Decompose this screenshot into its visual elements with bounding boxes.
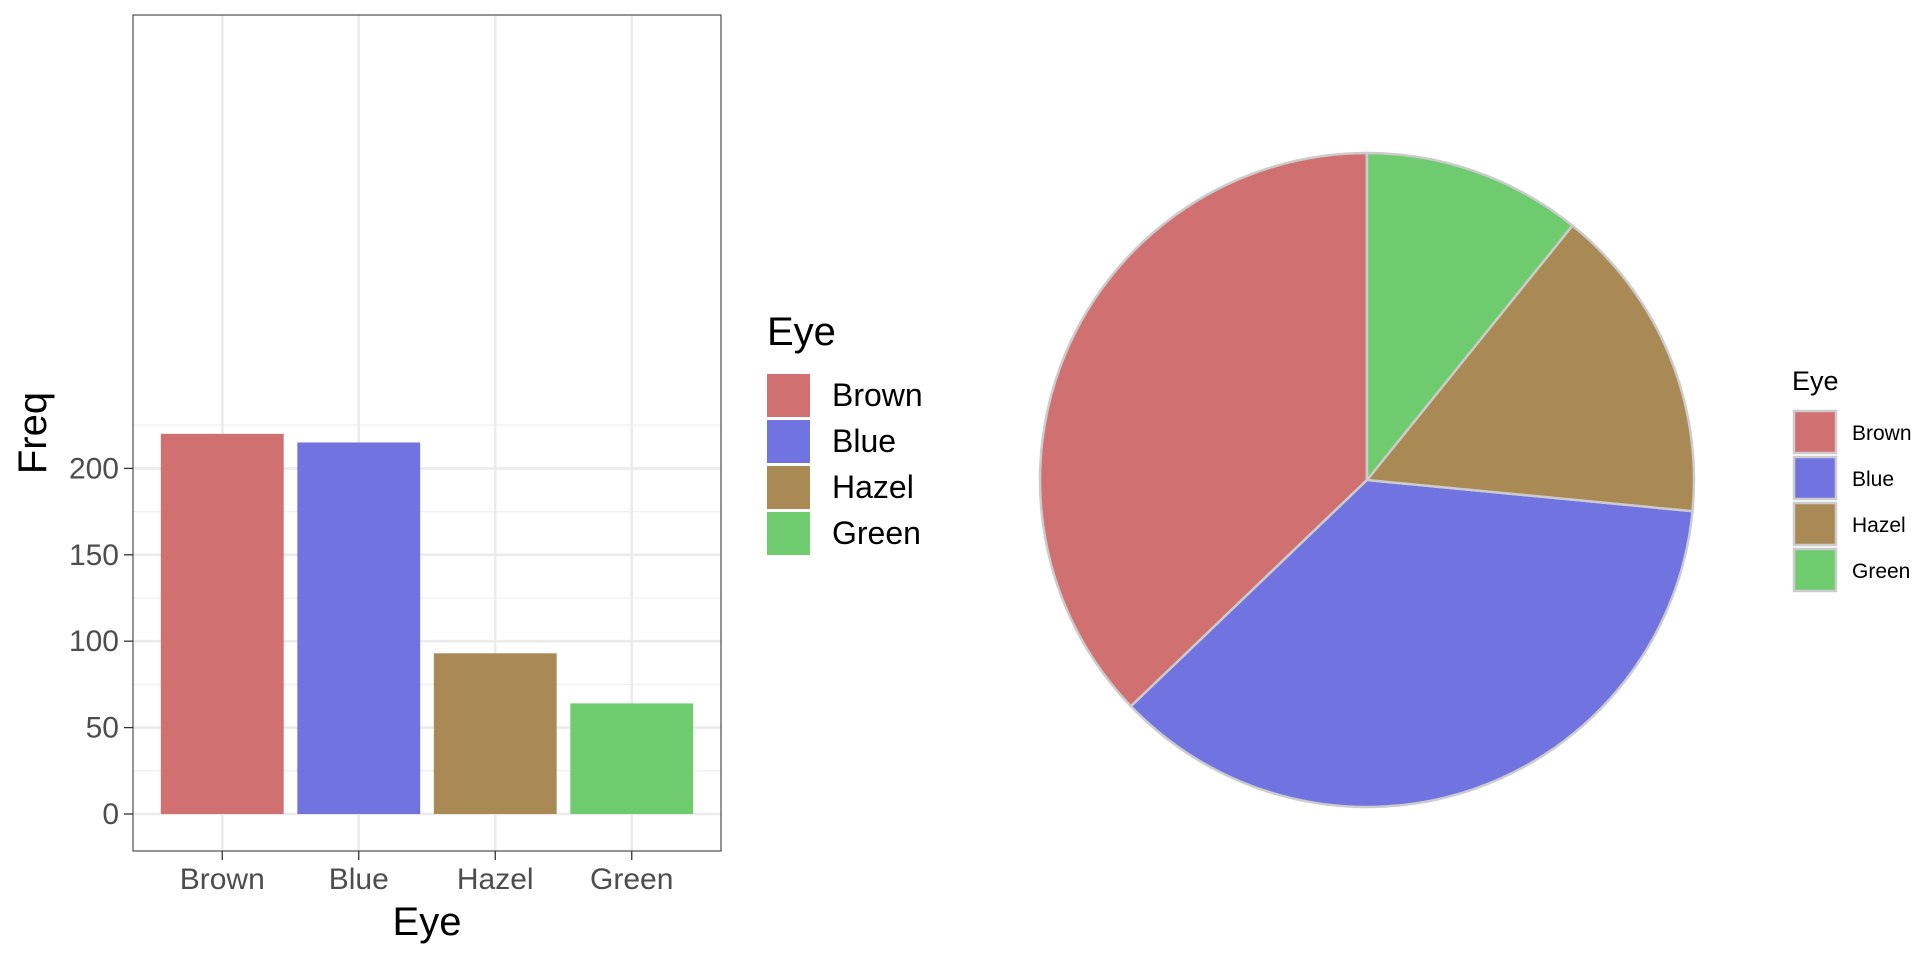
pie-slices [1038, 151, 1696, 809]
bar-chart: 0 50 100 150 200 Brown Blue Hazel Green Eye Fre… [11, 14, 923, 944]
bar-x-tick-label: Blue [329, 863, 389, 896]
pie-legend-label: Blue [1852, 468, 1894, 491]
bar-legend-key-brown [767, 374, 810, 417]
pie-legend: Eye Brown Blue Hazel Green [1792, 366, 1912, 593]
pie-slice-blue [1129, 478, 1694, 809]
bar-plot-border [132, 14, 722, 852]
pie-legend-label: Green [1852, 560, 1910, 583]
pie-chart: Eye Brown Blue Hazel Green [1038, 151, 1912, 809]
bar-legend-title: Eye [767, 310, 836, 354]
bar-x-tick-label: Hazel [457, 863, 534, 896]
bar-legend: Eye Brown Blue Hazel Green [767, 310, 923, 555]
pie-legend-key-blue [1792, 455, 1838, 501]
bar-legend-label: Hazel [832, 469, 914, 505]
bar-y-axis-title: Freq [11, 392, 55, 474]
bar-legend-key-hazel [767, 466, 810, 509]
bar-y-tick-label: 150 [69, 539, 119, 572]
pie-slice-brown [1038, 151, 1369, 708]
bar-blue [297, 442, 421, 814]
bar-hazel [433, 653, 557, 814]
pie-legend-label: Brown [1852, 422, 1912, 445]
bar-legend-key-green [767, 512, 810, 555]
bar-y-axis: 0 50 100 150 200 [69, 452, 133, 831]
bar-x-tick-label: Green [590, 863, 673, 896]
pie-slice-hazel [1365, 224, 1696, 513]
bar-y-tick-label: 200 [69, 452, 119, 485]
bar-x-tick-label: Brown [180, 863, 265, 896]
pie-legend-title: Eye [1792, 366, 1839, 396]
pie-legend-key-brown [1792, 409, 1838, 455]
bar-x-axis-title: Eye [393, 900, 462, 944]
bar-brown [160, 433, 284, 814]
bar-y-tick-label: 50 [86, 712, 119, 745]
pie-legend-key-hazel [1792, 501, 1838, 547]
pie-legend-key-green [1792, 547, 1838, 593]
bar-legend-key-blue [767, 420, 810, 463]
bar-y-tick-label: 100 [69, 625, 119, 658]
bar-legend-label: Blue [832, 423, 896, 459]
bar-legend-label: Green [832, 515, 921, 551]
bar-marks [160, 433, 694, 814]
bar-y-tick-label: 0 [102, 798, 119, 831]
pie-slice-green [1365, 151, 1574, 482]
pie-legend-label: Hazel [1852, 514, 1906, 537]
bar-legend-label: Brown [832, 377, 923, 413]
bar-green [570, 703, 694, 814]
bar-x-axis: Brown Blue Hazel Green [180, 851, 673, 896]
